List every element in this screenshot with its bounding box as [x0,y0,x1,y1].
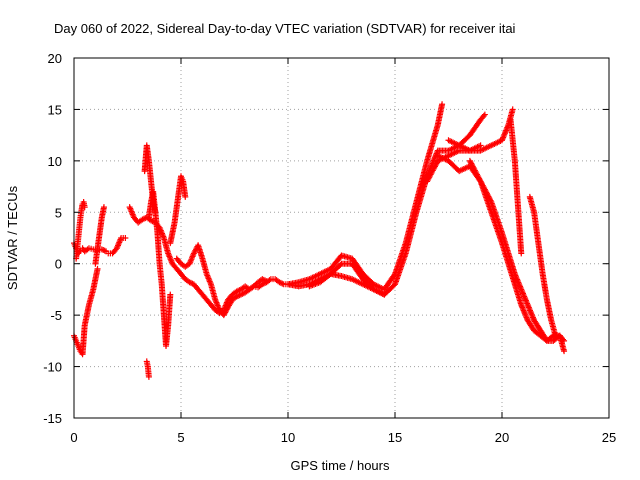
series-track-i [167,173,189,247]
data-marker [81,204,88,211]
data-markers [71,101,568,380]
data-marker [552,332,559,339]
y-tick-label: 15 [48,102,62,117]
series-track-j [173,242,388,319]
y-tick-label: 0 [55,257,62,272]
chart-title: Day 060 of 2022, Sidereal Day-to-day VTE… [54,21,516,36]
series-track-g [145,188,174,349]
data-marker [100,204,107,211]
data-marker [122,235,129,241]
series-track-q [507,116,525,257]
data-marker [561,337,568,344]
data-marker [481,111,488,118]
data-marker [559,336,566,343]
data-marker [337,261,344,268]
grid-lines [74,58,609,418]
data-marker [182,193,189,200]
y-tick-label: -15 [43,411,62,426]
series-track-c [71,265,101,358]
data-marker [518,250,525,257]
x-tick-label: 5 [177,430,184,445]
series-track-n [434,152,568,355]
series-track-r [526,193,559,339]
data-marker [509,106,516,113]
series-track-l [306,142,484,298]
data-marker [167,291,174,298]
x-tick-label: 0 [70,430,77,445]
axes: 0 5 10 15 20 25 -15 -10 -5 0 5 10 15 20 [43,51,616,445]
x-tick-label: 10 [281,430,295,445]
data-marker [561,348,568,355]
data-marker [145,373,152,380]
x-tick-label: 20 [495,430,509,445]
series-track-m [424,106,516,185]
y-axis-label: SDTVAR / TECUs [5,185,20,290]
series-track-d [92,204,107,267]
series-track-e [126,204,270,317]
data-marker [94,265,101,272]
plot-frame [73,57,610,419]
y-tick-label: 20 [48,51,62,66]
series-track-o [445,111,488,149]
x-tick-label: 25 [602,430,616,445]
data-marker [476,177,483,184]
data-marker [439,101,446,108]
y-tick-label: 10 [48,154,62,169]
y-tick-label: -5 [50,308,62,323]
x-tick-label: 15 [388,430,402,445]
data-marker [101,247,108,254]
series-track-b [73,199,88,262]
series-track-h [143,358,152,380]
data-marker [100,247,107,253]
data-marker [480,112,487,119]
y-tick-label: -10 [43,360,62,375]
data-marker [477,142,484,149]
series-track-p [466,157,568,344]
y-tick-label: 5 [55,205,62,220]
x-axis-label: GPS time / hours [291,458,390,473]
